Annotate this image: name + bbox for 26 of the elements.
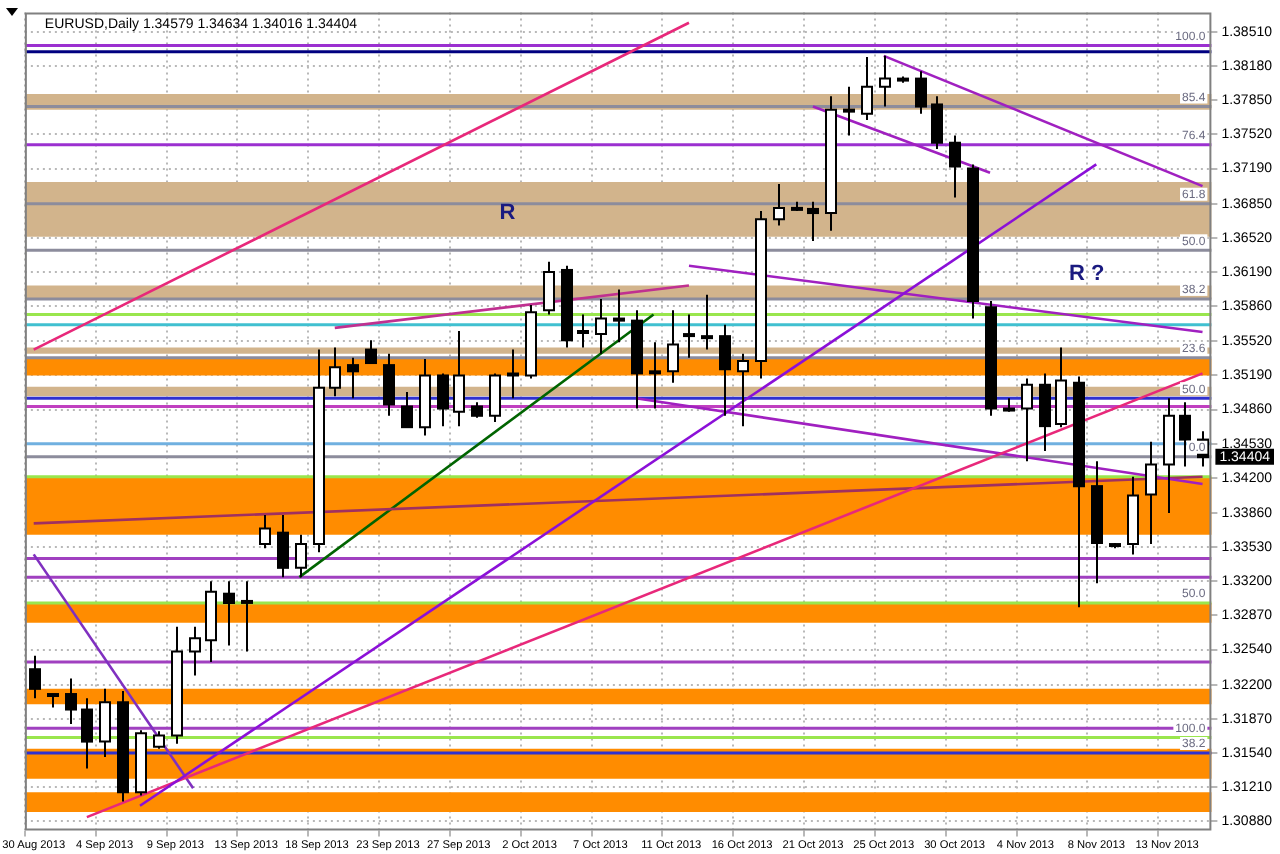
candlestick bbox=[613, 288, 625, 344]
candlestick bbox=[1179, 401, 1191, 468]
candlestick bbox=[949, 134, 961, 199]
candlestick bbox=[719, 323, 731, 417]
candlestick bbox=[223, 580, 235, 647]
candlestick bbox=[29, 654, 41, 700]
annotation: R bbox=[499, 200, 516, 225]
candlestick bbox=[649, 341, 661, 410]
candlestick bbox=[81, 697, 93, 770]
candlestick bbox=[365, 339, 377, 365]
candlestick bbox=[65, 677, 77, 726]
candlestick bbox=[577, 313, 589, 349]
candlestick bbox=[383, 352, 395, 417]
candlestick bbox=[683, 313, 695, 359]
candlestick bbox=[701, 293, 713, 351]
candlestick bbox=[931, 95, 943, 150]
candlestick bbox=[401, 391, 413, 429]
candlestick bbox=[347, 356, 359, 400]
candlestick bbox=[807, 200, 819, 242]
annotation: R ? bbox=[1069, 262, 1106, 287]
candlestick bbox=[843, 85, 855, 137]
candlestick bbox=[241, 580, 253, 653]
candlestick bbox=[277, 514, 289, 579]
candlestick bbox=[437, 372, 449, 428]
candlestick bbox=[1039, 372, 1051, 452]
candlestick bbox=[915, 70, 927, 115]
